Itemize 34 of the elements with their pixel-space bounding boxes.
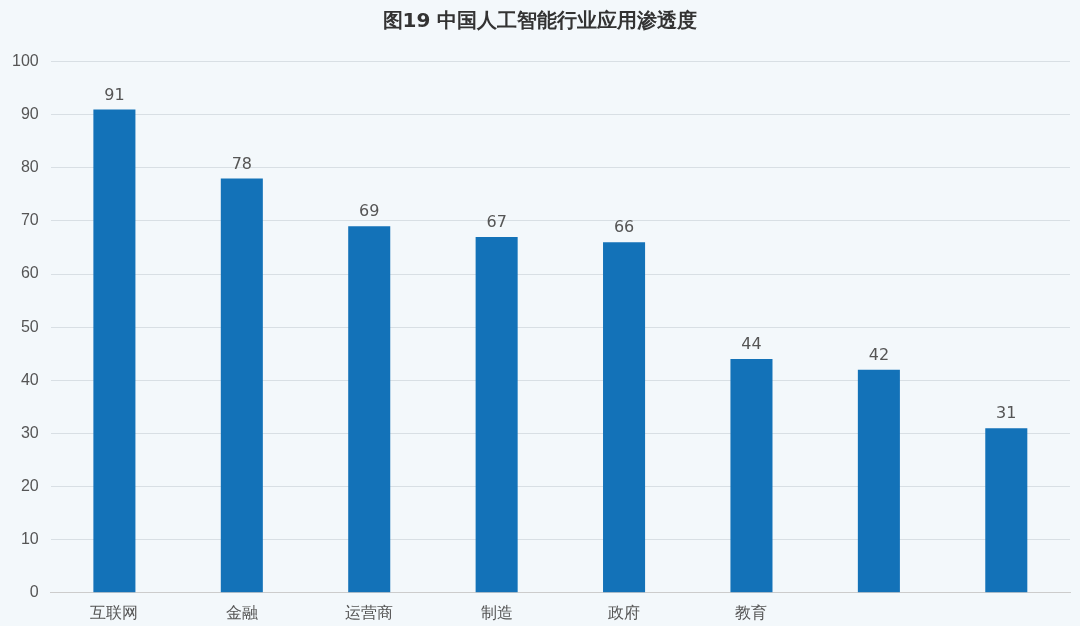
bar xyxy=(730,359,773,593)
data-label: 66 xyxy=(613,217,635,237)
y-tick-label: 100 xyxy=(11,52,39,70)
y-tick-label: 20 xyxy=(20,476,39,494)
bar xyxy=(348,226,391,593)
data-label: 42 xyxy=(868,344,890,364)
data-label: 78 xyxy=(231,153,252,173)
y-tick-label: 0 xyxy=(29,583,39,601)
x-tick-label: 互联网 xyxy=(90,603,139,621)
y-tick-label: 80 xyxy=(20,158,39,176)
data-label: 31 xyxy=(996,403,1017,423)
bar xyxy=(857,369,900,593)
y-tick-label: 10 xyxy=(20,530,39,548)
data-label: 44 xyxy=(741,334,762,354)
y-tick-label: 50 xyxy=(20,317,39,335)
data-label: 69 xyxy=(359,201,380,221)
bar xyxy=(985,428,1028,593)
y-tick-label: 60 xyxy=(20,264,39,282)
bar xyxy=(93,109,136,593)
y-tick-label: 70 xyxy=(20,211,39,229)
bar xyxy=(603,242,646,593)
chart-title: 图19 中国人工智能行业应用渗透度 xyxy=(381,7,699,34)
data-label: 67 xyxy=(486,212,507,232)
x-tick-label: 教育 xyxy=(735,603,768,621)
bar xyxy=(475,236,518,593)
x-tick-label: 制造 xyxy=(480,603,513,621)
x-tick-label: 金融 xyxy=(225,603,258,621)
y-tick-label: 90 xyxy=(20,105,39,123)
bar xyxy=(220,178,263,593)
data-label: 91 xyxy=(104,84,125,104)
y-tick-label: 40 xyxy=(20,370,39,388)
x-tick-label: 政府 xyxy=(608,603,641,621)
x-tick-label: 运营商 xyxy=(345,603,394,621)
y-tick-label: 30 xyxy=(20,423,39,441)
